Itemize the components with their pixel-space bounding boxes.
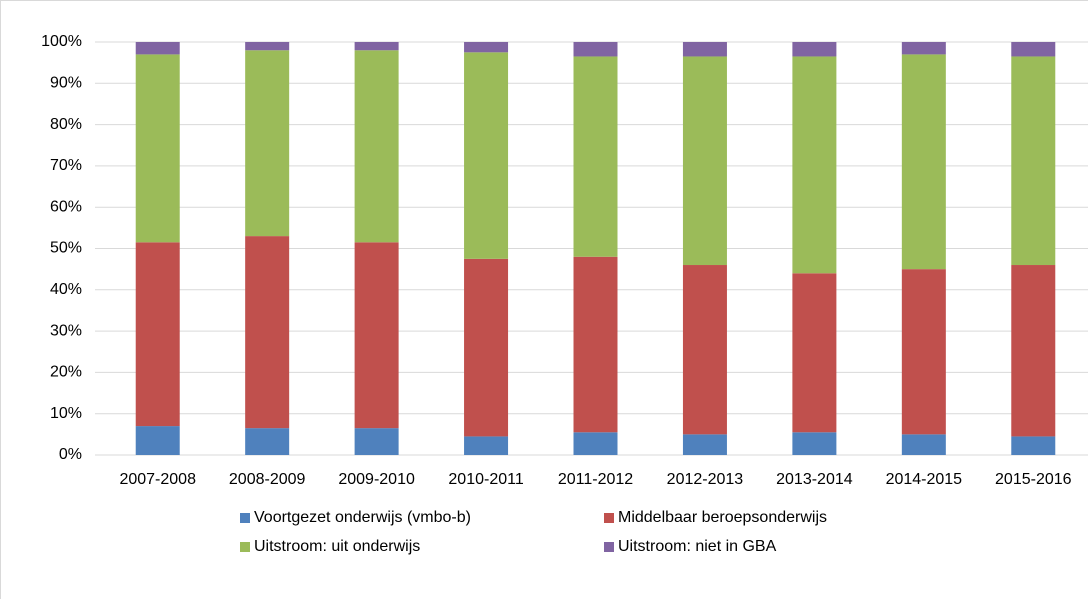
bar-segment [354, 428, 399, 455]
bar-segment [245, 236, 290, 429]
x-tick-label: 2014-2015 [886, 471, 963, 488]
bar-segment [792, 42, 837, 57]
x-tick-label: 2015-2016 [995, 471, 1072, 488]
bar-segment [354, 242, 399, 429]
legend-swatch [240, 513, 250, 523]
bar-segment [245, 42, 290, 51]
y-tick-label: 80% [50, 116, 82, 133]
legend-label: Uitstroom: uit onderwijs [254, 538, 420, 555]
bar-segment [464, 42, 509, 53]
y-tick-label: 20% [50, 364, 82, 381]
bar-segment [792, 56, 837, 274]
y-tick-label: 90% [50, 75, 82, 92]
bar-segment [135, 42, 180, 55]
bar-segment [682, 265, 727, 435]
bar-segment [1011, 42, 1056, 57]
bar-segment [573, 42, 618, 57]
y-tick-label: 70% [50, 157, 82, 174]
y-tick-label: 40% [50, 281, 82, 298]
bar-segment [245, 50, 290, 237]
legend-label: Middelbaar beroepsonderwijs [618, 509, 827, 526]
bar-segment [135, 426, 180, 455]
y-tick-label: 10% [50, 405, 82, 422]
bar-segment [573, 432, 618, 455]
y-tick-label: 50% [50, 240, 82, 257]
bar-segment [573, 256, 618, 433]
bar-segment [573, 56, 618, 257]
bar-segment [464, 258, 509, 437]
legend-label: Uitstroom: niet in GBA [618, 538, 777, 555]
bar-segment [901, 42, 946, 55]
x-tick-label: 2010-2011 [448, 471, 523, 488]
bar-segment [1011, 56, 1056, 266]
bar-segment [682, 42, 727, 57]
x-tick-label: 2013-2014 [776, 471, 853, 488]
legend-swatch [604, 542, 614, 552]
bar-segment [1011, 265, 1056, 437]
bar-segment [135, 54, 180, 243]
bar-segment [682, 56, 727, 266]
bar-segment [901, 269, 946, 435]
bar-segment [135, 242, 180, 427]
bar-segment [354, 42, 399, 51]
x-tick-label: 2011-2012 [558, 471, 633, 488]
bar-segment [901, 54, 946, 270]
legend-swatch [240, 542, 250, 552]
bar-segment [792, 273, 837, 433]
legend-swatch [604, 513, 614, 523]
y-tick-label: 30% [50, 322, 82, 339]
bar-segment [354, 50, 399, 243]
bar-segment [682, 434, 727, 455]
x-tick-label: 2012-2013 [667, 471, 744, 488]
y-tick-label: 60% [50, 198, 82, 215]
bar-segment [792, 432, 837, 455]
legend-label: Voortgezet onderwijs (vmbo-b) [254, 509, 471, 526]
x-tick-label: 2008-2009 [229, 471, 306, 488]
bar-segment [464, 52, 509, 259]
bar-segment [245, 428, 290, 455]
bar-segment [464, 436, 509, 455]
y-tick-label: 100% [41, 33, 82, 50]
bar-segment [901, 434, 946, 455]
x-tick-label: 2007-2008 [119, 471, 196, 488]
x-tick-label: 2009-2010 [338, 471, 415, 488]
bar-segment [1011, 436, 1056, 455]
y-tick-label: 0% [59, 446, 82, 463]
